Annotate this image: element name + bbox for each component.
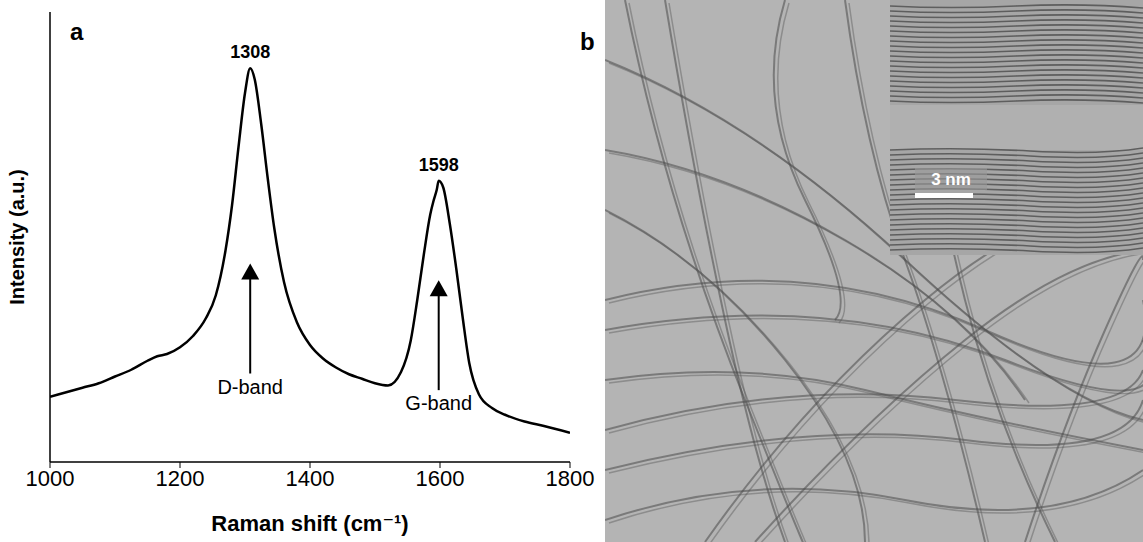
svg-text:3 nm: 3 nm: [931, 170, 971, 189]
svg-text:1400: 1400: [286, 466, 335, 491]
svg-text:G-band: G-band: [405, 392, 472, 414]
html-text:b: b: [580, 28, 595, 55]
svg-text:Raman shift (cm⁻¹): Raman shift (cm⁻¹): [211, 511, 408, 536]
svg-text:1800: 1800: [546, 466, 595, 491]
svg-text:1200: 1200: [156, 466, 205, 491]
html-text:a: a: [70, 18, 84, 45]
svg-text:1308: 1308: [230, 42, 270, 62]
svg-text:1598: 1598: [419, 155, 459, 175]
svg-text:1000: 1000: [26, 466, 75, 491]
svg-text:Intensity (a.u.): Intensity (a.u.): [6, 169, 28, 305]
svg-text:1600: 1600: [416, 466, 465, 491]
svg-text:D-band: D-band: [217, 376, 283, 398]
